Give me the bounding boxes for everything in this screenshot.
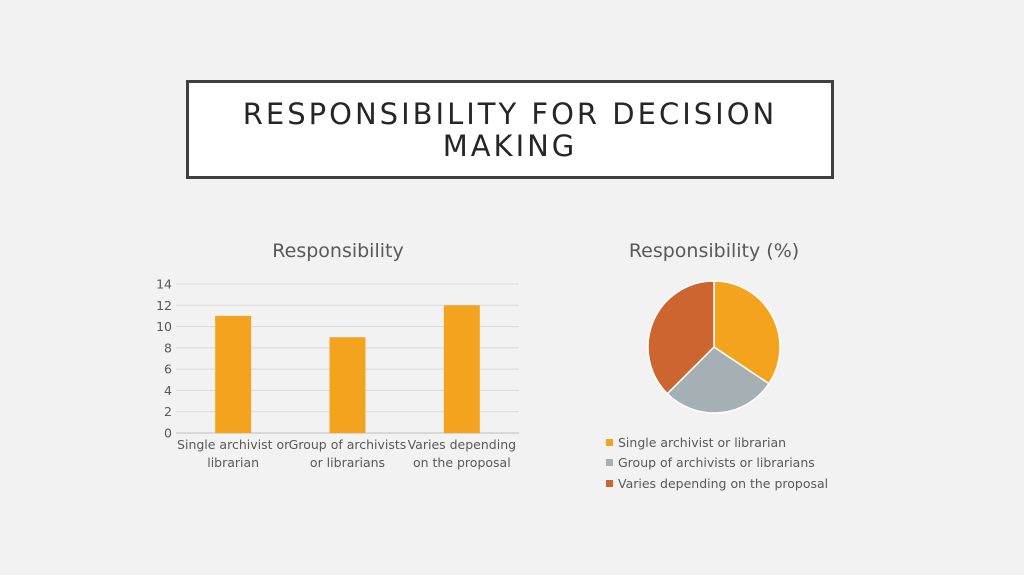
y-tick-label: 10 xyxy=(156,319,172,334)
legend-item: Single archivist or librarian xyxy=(606,432,828,453)
bar xyxy=(215,315,252,433)
y-tick-label: 4 xyxy=(164,383,172,398)
y-tick-label: 6 xyxy=(164,362,172,377)
pie-slice xyxy=(647,280,715,395)
pie-slice xyxy=(666,346,770,414)
bar xyxy=(329,337,366,433)
pie-chart-title: Responsibility (%) xyxy=(628,240,800,262)
y-tick-label: 14 xyxy=(156,277,172,292)
title-box: RESPONSIBILITY FOR DECISION MAKING xyxy=(186,80,834,179)
legend-swatch xyxy=(606,459,613,467)
legend-label: Group of archivists or librarians xyxy=(618,455,815,471)
legend-label: Varies depending on the proposal xyxy=(618,475,829,491)
x-category-label: Varies depending on the proposal xyxy=(407,437,517,470)
y-tick-label: 8 xyxy=(164,340,172,355)
legend-label: Single archivist or librarian xyxy=(618,434,787,450)
legend-item: Varies depending on the proposal xyxy=(606,473,828,494)
y-tick-label: 2 xyxy=(164,404,172,419)
x-category-label: Single archivist or librarian xyxy=(177,437,290,470)
bar-chart-title: Responsibility xyxy=(272,240,404,262)
x-category-label: Group of archivists or librarians xyxy=(288,437,407,470)
legend-swatch xyxy=(606,479,613,487)
legend-item: Group of archivists or librarians xyxy=(606,453,828,474)
legend-swatch xyxy=(606,438,613,446)
slide-title: RESPONSIBILITY FOR DECISION MAKING xyxy=(242,96,778,163)
pie-legend: Single archivist or librarian Group of ar… xyxy=(606,432,828,494)
bar xyxy=(443,305,480,433)
y-tick-label: 0 xyxy=(164,426,172,441)
y-tick-label: 12 xyxy=(156,298,172,313)
